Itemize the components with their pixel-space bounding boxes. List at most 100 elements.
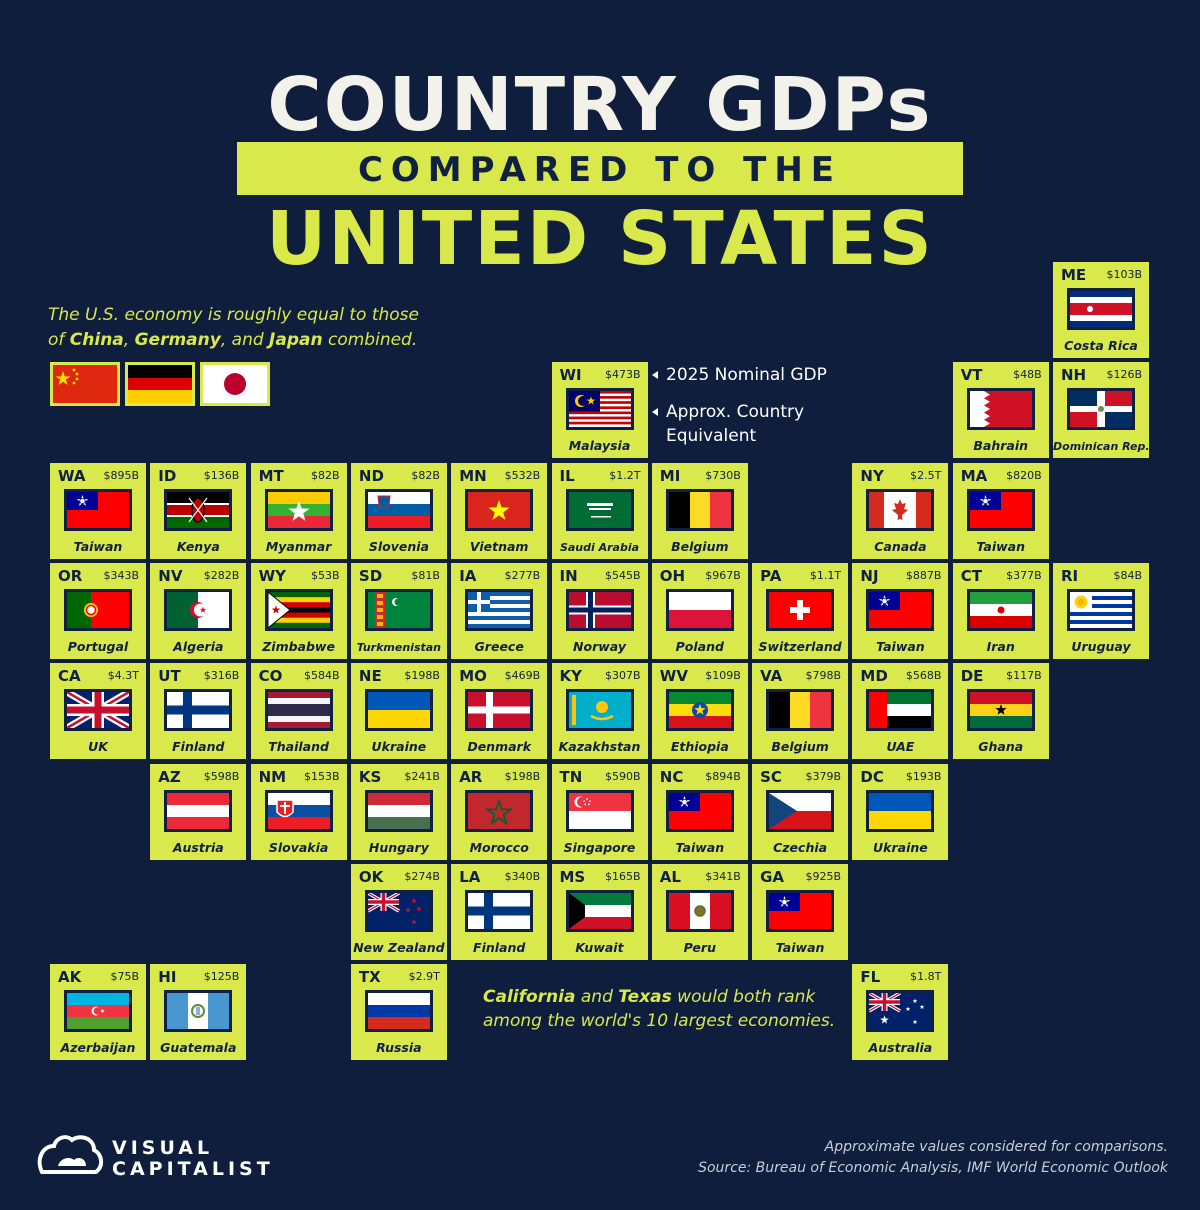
state-gdp: $126B <box>1106 368 1142 382</box>
state-code: OR <box>58 566 83 585</box>
country-equivalent: Zimbabwe <box>262 638 335 654</box>
state-gdp: $887B <box>905 568 942 582</box>
ukraine-flag-icon <box>364 689 433 732</box>
state-gdp: $730B <box>705 468 741 482</box>
state-tile-nm: NM $153B Slovakia <box>250 763 347 860</box>
state-tile-wy: WY $53B Zimbabwe <box>250 562 347 659</box>
state-tile-or: OR $343B Portugal <box>50 562 146 659</box>
country-equivalent: Canada <box>874 538 927 554</box>
state-tile-de: DE $117B Ghana <box>952 663 1049 760</box>
large-economies-note: California and Texas would both rank amo… <box>483 985 843 1033</box>
intro-country-1: China <box>69 330 124 350</box>
country-equivalent: Norway <box>573 638 626 654</box>
ukraine-flag-icon <box>866 789 935 832</box>
country-equivalent: Turkmenistan <box>356 640 442 654</box>
country-equivalent: Russia <box>376 1040 422 1056</box>
state-code: MD <box>860 667 888 686</box>
state-code: MA <box>960 466 988 485</box>
state-tile-nj: NJ $887B Taiwan <box>852 562 949 659</box>
state-tile-pa: PA $1.1T Switzerland <box>752 562 849 659</box>
visual-capitalist-logo-icon <box>37 1135 103 1174</box>
intro-text: The U.S. economy is roughly equal to tho… <box>48 305 419 350</box>
country-equivalent: Singapore <box>563 839 636 855</box>
poland-flag-icon <box>665 588 734 631</box>
state-code: CA <box>58 667 81 686</box>
country-equivalent: Portugal <box>67 638 129 654</box>
arrow-left-icon <box>652 371 658 379</box>
state-code: TN <box>559 767 583 786</box>
peru-flag-icon <box>665 889 734 932</box>
malaysia-flag-icon <box>565 388 634 431</box>
state-gdp: $277B <box>504 568 541 582</box>
country-equivalent: Kazakhstan <box>558 739 641 755</box>
title-band: COMPARED TO THE <box>237 142 963 195</box>
state-tile-ny: NY $2.5T Canada <box>852 462 949 559</box>
germany-flag-icon <box>125 362 195 406</box>
ghana-flag-icon <box>966 689 1035 732</box>
state-code: OK <box>358 867 384 886</box>
china-flag-icon <box>50 362 120 406</box>
state-gdp: $117B <box>1006 669 1042 683</box>
state-tile-vt: VT $48B Bahrain <box>952 362 1049 459</box>
iran-flag-icon <box>966 588 1035 631</box>
state-tile-mo: MO $469B Denmark <box>451 663 548 760</box>
state-gdp: $340B <box>504 869 541 883</box>
country-equivalent: Bahrain <box>973 438 1029 454</box>
state-code: OH <box>659 566 686 585</box>
intro-country-2: Germany <box>134 330 221 350</box>
country-equivalent: Taiwan <box>876 638 925 654</box>
morocco-flag-icon <box>465 789 534 832</box>
vietnam-flag-icon <box>465 488 534 531</box>
state-tile-nv: NV $282B Algeria <box>150 562 247 659</box>
country-equivalent: Greece <box>474 638 524 654</box>
country-equivalent: Malaysia <box>568 438 631 454</box>
country-equivalent: Taiwan <box>775 939 825 955</box>
state-gdp: $109B <box>705 669 741 683</box>
intro-of: of <box>48 330 65 350</box>
country-equivalent: Saudi Arabia <box>559 540 640 554</box>
country-equivalent: Guatemala <box>160 1040 237 1056</box>
slovakia-flag-icon <box>264 789 333 832</box>
kuwait-flag-icon <box>565 889 634 932</box>
state-code: LA <box>459 867 481 886</box>
state-code: MI <box>659 466 681 485</box>
country-equivalent: Denmark <box>467 739 532 755</box>
guatemala-flag-icon <box>164 990 233 1033</box>
taiwan-flag-icon <box>866 588 935 631</box>
country-equivalent: Iran <box>986 638 1015 654</box>
state-tile-nd: ND $82B Slovenia <box>350 462 447 559</box>
state-tile-ks: KS $241B Hungary <box>350 763 447 860</box>
state-gdp: $895B <box>103 468 139 482</box>
belgium-flag-icon <box>665 488 734 531</box>
canada-flag-icon <box>866 488 935 531</box>
state-gdp: $103B <box>1106 268 1142 281</box>
brand-line-2: CAPITALIST <box>112 1158 274 1180</box>
country-equivalent: Switzerland <box>758 638 842 654</box>
australia-flag-icon <box>866 990 935 1033</box>
taiwan-flag-icon <box>665 789 734 832</box>
state-code: NJ <box>860 566 879 585</box>
state-gdp: $75B <box>110 970 139 984</box>
thailand-flag-icon <box>264 689 333 732</box>
legend-equivalent-line-1: Approx. Country <box>666 402 805 422</box>
note-rest-1: would both rank <box>677 987 816 1007</box>
state-tile-in: IN $545B Norway <box>551 562 648 659</box>
intro-country-3: Japan <box>269 330 323 350</box>
state-code: ND <box>358 466 384 485</box>
state-tile-fl: FL $1.8T Australia <box>852 964 949 1061</box>
state-gdp: $2.5T <box>910 468 942 482</box>
country-equivalent: UK <box>88 739 108 755</box>
state-tile-sd: SD $81B Turkmenistan <box>350 562 447 659</box>
algeria-flag-icon <box>164 588 233 631</box>
title-line-2: COMPARED TO THE <box>357 150 843 190</box>
russia-flag-icon <box>364 990 433 1033</box>
state-gdp: $316B <box>203 669 240 683</box>
legend-equivalent: Approx. Country Equivalent <box>652 400 804 448</box>
state-tile-ky: KY $307B Kazakhstan <box>551 663 648 760</box>
state-gdp: $198B <box>404 669 440 683</box>
footer-note: Approximate values considered for compar… <box>698 1137 1168 1179</box>
state-gdp: $473B <box>604 368 641 382</box>
intro-and: and <box>231 330 264 350</box>
country-equivalent: Hungary <box>368 839 429 855</box>
kazakhstan-flag-icon <box>565 689 634 732</box>
